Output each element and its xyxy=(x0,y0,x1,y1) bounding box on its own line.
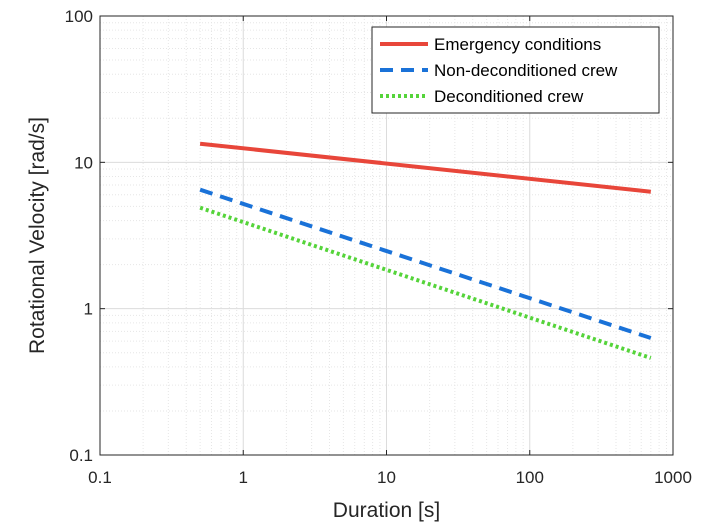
y-axis-label: Rotational Velocity [rad/s] xyxy=(26,117,49,354)
legend-box xyxy=(371,26,660,114)
x-tick-label: 100 xyxy=(516,468,544,487)
legend-label: Deconditioned crew xyxy=(434,87,584,106)
x-tick-label: 1000 xyxy=(654,468,692,487)
series-layer xyxy=(199,141,652,360)
grid xyxy=(99,15,674,456)
series-line xyxy=(199,187,652,340)
x-tick-label: 10 xyxy=(377,468,396,487)
x-tick-label: 0.1 xyxy=(88,468,112,487)
axis-ticks: 0.1 1 10 100 1000 0.1 1 10 100 xyxy=(65,7,692,487)
y-tick-label: 10 xyxy=(74,153,93,172)
series-line xyxy=(199,141,652,194)
legend-label: Non-deconditioned crew xyxy=(434,61,618,80)
legend-label: Emergency conditions xyxy=(434,35,601,54)
y-tick-label: 1 xyxy=(84,300,93,319)
y-tick-label: 0.1 xyxy=(69,446,93,465)
series-line xyxy=(199,205,652,360)
x-tick-label: 1 xyxy=(239,468,248,487)
legend: Emergency conditions Non-deconditioned cr… xyxy=(371,26,660,114)
y-tick-label: 100 xyxy=(65,7,93,26)
x-axis-label: Duration [s] xyxy=(333,499,440,522)
